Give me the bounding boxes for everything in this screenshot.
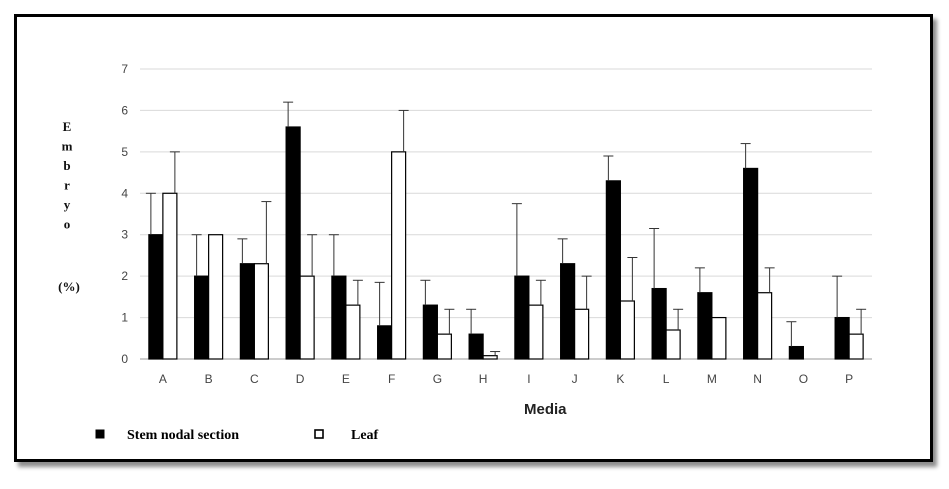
bar-stem-K bbox=[605, 180, 621, 360]
x-tick-label: M bbox=[707, 372, 717, 386]
x-tick-label: K bbox=[616, 372, 624, 386]
x-tick-label: D bbox=[296, 372, 305, 386]
bar-stem-H bbox=[468, 333, 484, 360]
bar-leaf-F bbox=[391, 151, 407, 360]
y-axis-ticks: 0 1 2 3 4 5 6 7 bbox=[121, 62, 128, 366]
legend-swatch-stem bbox=[95, 429, 105, 439]
bar-leaf-D bbox=[299, 275, 315, 360]
bar-stem-L bbox=[651, 287, 667, 360]
y-tick-label: 5 bbox=[121, 145, 128, 159]
bar-leaf-M bbox=[711, 316, 727, 360]
x-tick-label: C bbox=[250, 372, 259, 386]
bar-stem-A bbox=[148, 234, 164, 360]
bar-leaf-K bbox=[619, 300, 635, 360]
bar-leaf-I bbox=[528, 304, 544, 360]
bar-leaf-H bbox=[482, 355, 498, 360]
x-tick-label: O bbox=[799, 372, 808, 386]
bar-leaf-E bbox=[345, 304, 361, 360]
bar-stem-B bbox=[194, 275, 210, 360]
x-axis-ticks: A B C D E F G H I J K L M N O P bbox=[159, 372, 853, 386]
bar-stem-I bbox=[514, 275, 530, 360]
bar-leaf-P bbox=[848, 333, 864, 360]
y-label-letter: m bbox=[62, 139, 73, 154]
bar-stem-D bbox=[285, 126, 301, 360]
x-tick-label: P bbox=[845, 372, 853, 386]
x-tick-label: L bbox=[663, 372, 670, 386]
legend-swatch-leaf bbox=[314, 429, 324, 439]
bar-leaf-N bbox=[757, 292, 773, 360]
y-label-unit: (%) bbox=[58, 279, 80, 294]
y-tick-label: 3 bbox=[121, 228, 128, 242]
bar-stem-P bbox=[834, 316, 850, 360]
x-tick-label: A bbox=[159, 372, 167, 386]
x-tick-label: J bbox=[572, 372, 578, 386]
x-tick-label: F bbox=[388, 372, 395, 386]
y-label-letter: E bbox=[63, 119, 72, 134]
y-tick-label: 0 bbox=[121, 352, 128, 366]
legend-label-stem: Stem nodal section bbox=[127, 428, 239, 443]
bar-stem-C bbox=[239, 263, 255, 360]
bar-leaf-A bbox=[162, 192, 178, 360]
x-tick-label: I bbox=[527, 372, 530, 386]
x-tick-label: B bbox=[205, 372, 213, 386]
legend-label-leaf: Leaf bbox=[351, 428, 379, 443]
y-label-letter: r bbox=[64, 178, 70, 193]
bar-stem-M bbox=[697, 292, 713, 360]
y-tick-label: 1 bbox=[121, 311, 128, 325]
x-tick-label: E bbox=[342, 372, 350, 386]
bar-leaf-J bbox=[574, 308, 590, 360]
bar-stem-F bbox=[377, 325, 393, 360]
bars bbox=[148, 126, 864, 360]
bar-stem-N bbox=[743, 167, 759, 360]
bar-leaf-C bbox=[253, 263, 269, 360]
x-tick-label: N bbox=[753, 372, 762, 386]
legend: Stem nodal section Leaf bbox=[95, 428, 379, 443]
bar-leaf-G bbox=[436, 333, 452, 360]
y-tick-label: 6 bbox=[121, 103, 128, 117]
y-label-letter: b bbox=[63, 158, 70, 173]
bar-stem-E bbox=[331, 275, 347, 360]
error-bars bbox=[145, 101, 867, 356]
y-label-letter: o bbox=[64, 217, 71, 232]
x-axis-label: Media bbox=[524, 401, 567, 418]
y-label-letter: y bbox=[64, 197, 71, 212]
bar-leaf-B bbox=[208, 234, 224, 360]
x-tick-label: G bbox=[433, 372, 442, 386]
y-tick-label: 7 bbox=[121, 62, 128, 76]
y-tick-label: 4 bbox=[121, 186, 128, 200]
bar-stem-J bbox=[560, 263, 576, 360]
bar-stem-O bbox=[788, 345, 804, 360]
x-tick-label: H bbox=[479, 372, 488, 386]
y-tick-label: 2 bbox=[121, 269, 128, 283]
bar-leaf-L bbox=[665, 329, 681, 360]
bar-stem-G bbox=[422, 304, 438, 360]
